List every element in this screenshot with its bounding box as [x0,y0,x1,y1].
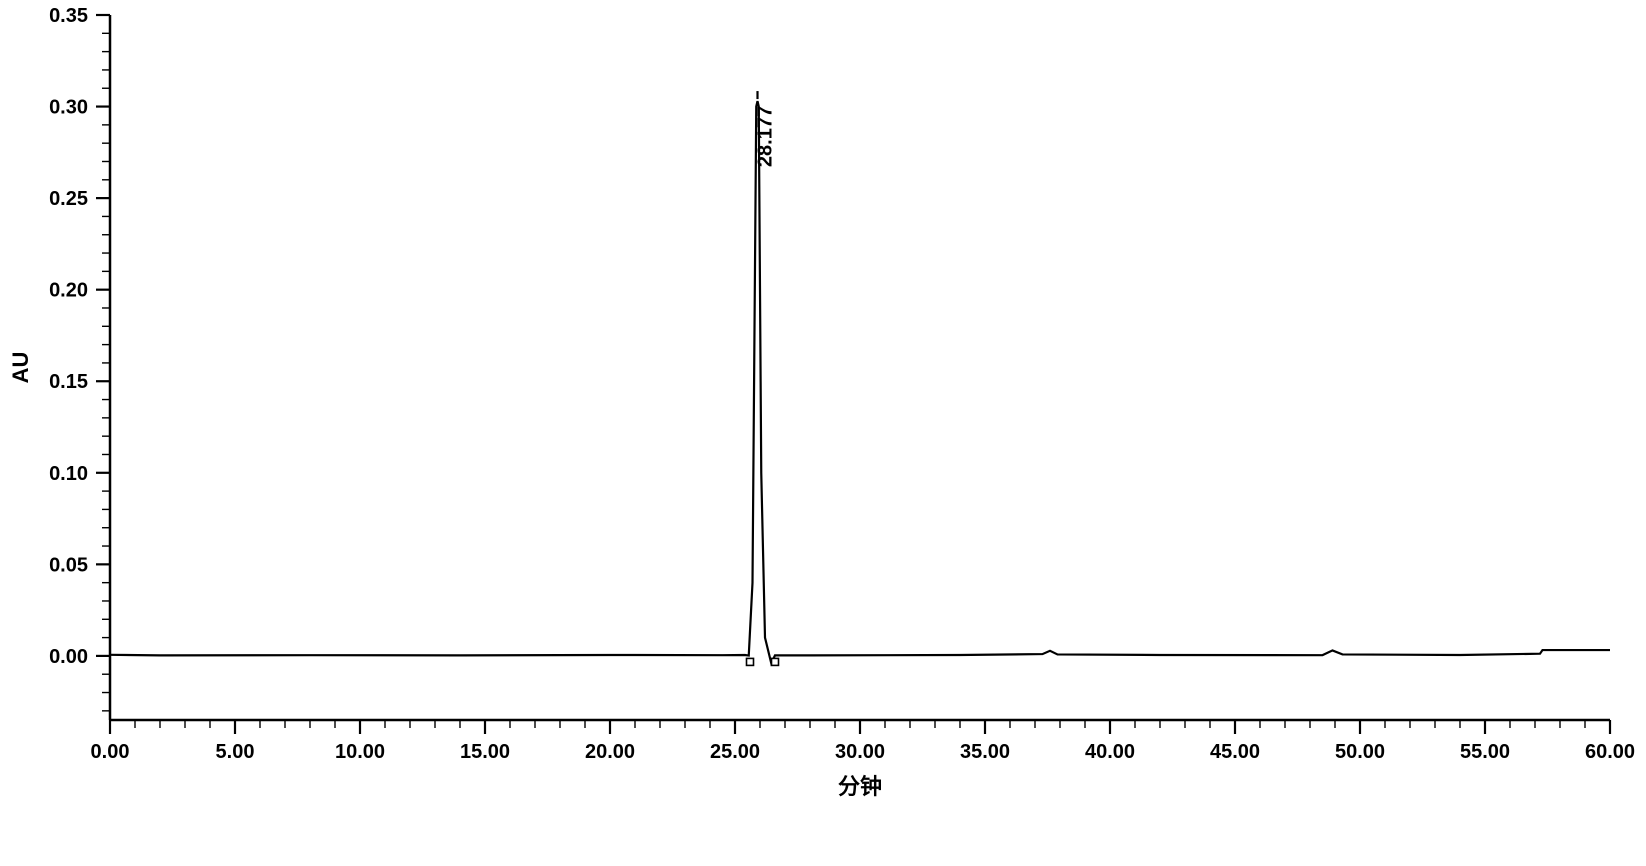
y-tick-label: 0.35 [49,5,88,27]
y-tick-label: 0.15 [49,371,88,393]
peak-rt-label: 28.177 [755,106,777,167]
x-axis-title: 分钟 [838,774,882,799]
y-tick-label: 0.00 [49,646,88,668]
x-tick-label: 30.00 [835,741,885,763]
x-tick-label: 60.00 [1585,741,1635,763]
x-tick-label: 50.00 [1335,741,1385,763]
x-tick-label: 25.00 [710,741,760,763]
y-tick-label: 0.25 [49,188,88,210]
y-tick-label: 0.10 [49,463,88,485]
x-tick-label: 40.00 [1085,741,1135,763]
peak-end-marker [772,658,779,665]
x-tick-label: 5.00 [216,741,255,763]
peak-start-marker [747,658,754,665]
y-axis-title: AU [8,352,33,384]
y-tick-label: 0.20 [49,280,88,302]
x-tick-label: 0.00 [91,741,130,763]
x-tick-label: 15.00 [460,741,510,763]
x-tick-label: 45.00 [1210,741,1260,763]
x-tick-label: 10.00 [335,741,385,763]
chromatogram-chart: 0.00 5.00 10.00 15.00 20.00 25.00 30.00 35.00 40… [0,0,1646,866]
x-tick-label: 35.00 [960,741,1010,763]
x-tick-label: 55.00 [1460,741,1510,763]
chromatogram-trace [110,101,1610,663]
x-tick-label: 20.00 [585,741,635,763]
y-tick-label: 0.30 [49,97,88,119]
y-tick-label: 0.05 [49,554,88,576]
